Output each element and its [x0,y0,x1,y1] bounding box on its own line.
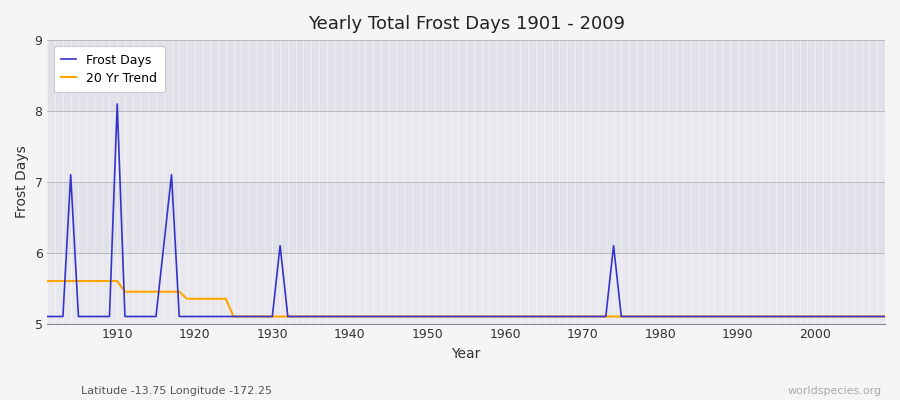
Bar [48,182,885,253]
Frost Days [104,314,115,319]
Frost Days [283,314,293,319]
20 Yr Trend [220,296,231,301]
Bar [48,40,885,111]
Frost Days [42,314,53,319]
Bar [48,111,885,182]
20 Yr Trend [112,279,122,284]
Frost Days [329,314,340,319]
Legend: Frost Days, 20 Yr Trend: Frost Days, 20 Yr Trend [54,46,165,92]
Frost Days [879,314,890,319]
Frost Days [508,314,518,319]
20 Yr Trend [174,289,184,294]
20 Yr Trend [879,314,890,319]
Text: Latitude -13.75 Longitude -172.25: Latitude -13.75 Longitude -172.25 [81,386,272,396]
Frost Days [500,314,510,319]
Line: Frost Days: Frost Days [48,104,885,316]
Y-axis label: Frost Days: Frost Days [15,146,29,218]
Frost Days [112,102,122,106]
20 Yr Trend [228,314,238,319]
20 Yr Trend [298,314,309,319]
Title: Yearly Total Frost Days 1901 - 2009: Yearly Total Frost Days 1901 - 2009 [308,15,625,33]
20 Yr Trend [306,314,317,319]
20 Yr Trend [182,296,193,301]
Text: worldspecies.org: worldspecies.org [788,386,882,396]
Line: 20 Yr Trend: 20 Yr Trend [48,281,885,316]
Bar [48,253,885,324]
20 Yr Trend [42,279,53,284]
20 Yr Trend [120,289,130,294]
X-axis label: Year: Year [452,347,481,361]
Frost Days [600,314,611,319]
